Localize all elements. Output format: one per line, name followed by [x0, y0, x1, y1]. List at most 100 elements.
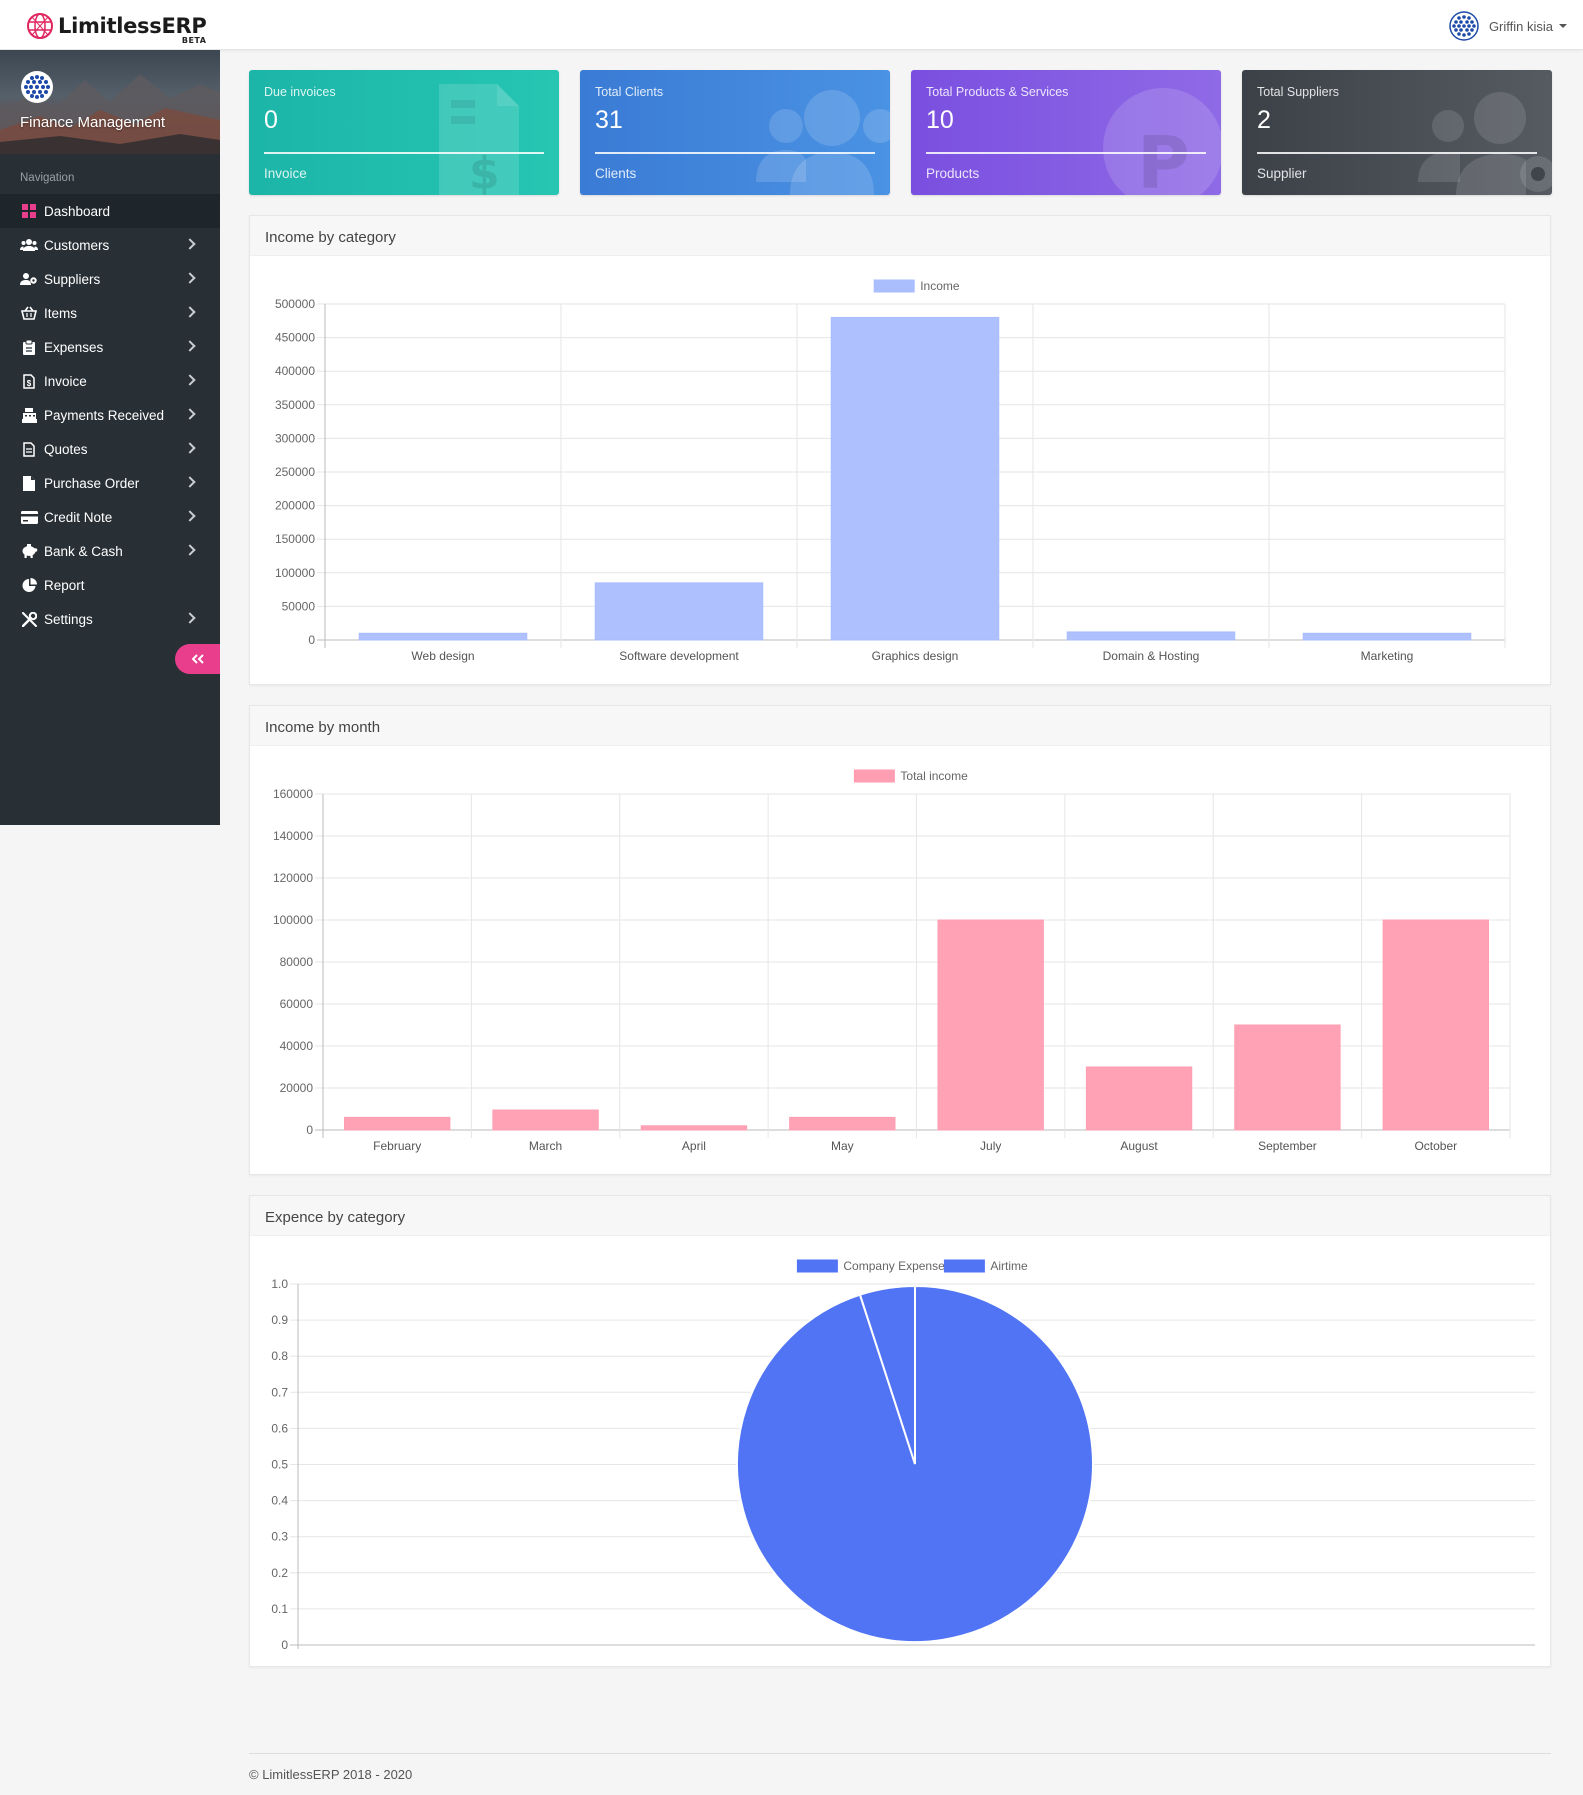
- chevron-right-icon: [184, 510, 196, 522]
- bar: [492, 1109, 599, 1131]
- sidebar-item-label: Invoice: [44, 373, 87, 389]
- y-tick-label: 0.6: [271, 1421, 288, 1435]
- tools-icon: [20, 610, 38, 628]
- panel-title: Expence by category: [250, 1196, 1550, 1236]
- bar: [594, 582, 764, 641]
- sidebar-item-invoice[interactable]: $ Invoice: [0, 364, 220, 398]
- income-by-month-chart: Total income 0 20000 40000 60000 80000 100000 1…: [273, 769, 1511, 1153]
- stat-card-total-products[interactable]: P Total Products & Services 10 Products: [911, 70, 1221, 195]
- bar: [937, 919, 1044, 1131]
- y-tick-label: 80000: [280, 955, 314, 969]
- y-tick-label: 0.7: [271, 1385, 288, 1399]
- sidebar-item-label: Expenses: [44, 339, 104, 355]
- users-icon: [756, 90, 890, 195]
- collapse-sidebar-button[interactable]: [175, 644, 220, 674]
- users-cog-icon: [1418, 92, 1552, 195]
- bar: [1234, 1024, 1341, 1131]
- nav-section-label: Navigation: [20, 172, 75, 184]
- y-tick-label: 0.5: [271, 1458, 288, 1472]
- sidebar-item-purchase-order[interactable]: Purchase Order: [0, 466, 220, 500]
- sidebar-item-quotes[interactable]: Quotes: [0, 432, 220, 466]
- file-order-icon: [20, 474, 38, 492]
- stat-card-due-invoices[interactable]: $ Due invoices 0 Invoice: [249, 70, 559, 195]
- user-menu[interactable]: Griffin kisia: [1449, 11, 1567, 41]
- sidebar-item-label: Customers: [44, 237, 110, 253]
- legend-swatch: [873, 279, 915, 293]
- stat-card-total-suppliers[interactable]: Total Suppliers 2 Supplier: [1242, 70, 1552, 195]
- sidebar-item-label: Suppliers: [44, 271, 101, 287]
- sidebar-item-suppliers[interactable]: Suppliers: [0, 262, 220, 296]
- income-by-month-panel: Income by month Total income 0 20000 40000 6…: [249, 705, 1551, 1175]
- basket-icon: [20, 304, 38, 322]
- sidebar-item-label: Settings: [44, 611, 93, 627]
- legend-label: Company Expense: [843, 1259, 945, 1273]
- sidebar-item-settings[interactable]: Settings: [0, 602, 220, 636]
- bar: [830, 316, 1000, 641]
- users-icon: [20, 236, 38, 254]
- chevron-right-icon: [184, 442, 196, 454]
- y-tick-label: 0: [308, 633, 315, 647]
- sidebar-item-label: Quotes: [44, 441, 88, 457]
- chevron-right-icon: [184, 272, 196, 284]
- double-chevron-left-icon: [191, 654, 204, 664]
- y-tick-label: 250000: [275, 465, 315, 479]
- y-tick-label: 20000: [280, 1081, 314, 1095]
- chevron-right-icon: [184, 544, 196, 556]
- y-tick-label: 500000: [275, 297, 315, 311]
- card-value: 2: [1257, 106, 1271, 134]
- caret-down-icon: [1559, 24, 1567, 28]
- svg-text:$: $: [27, 379, 32, 388]
- card-value: 10: [926, 106, 954, 134]
- sidebar-item-customers[interactable]: Customers: [0, 228, 220, 262]
- y-tick-label: 450000: [275, 331, 315, 345]
- y-tick-label: 0: [306, 1123, 313, 1137]
- sidebar-item-expenses[interactable]: Expenses: [0, 330, 220, 364]
- y-tick-label: 200000: [275, 499, 315, 513]
- bar: [789, 1116, 896, 1131]
- piggy-bank-icon: [20, 542, 38, 560]
- card-subtitle: Invoice: [264, 166, 307, 181]
- x-tick-label: October: [1414, 1139, 1457, 1153]
- user-name: Griffin kisia: [1488, 18, 1553, 34]
- chevron-right-icon: [184, 238, 196, 250]
- card-value: 0: [264, 106, 278, 134]
- invoice-icon: $: [20, 372, 38, 390]
- clipboard-icon: [20, 338, 38, 356]
- sidebar-item-label: Dashboard: [44, 203, 111, 219]
- bar: [358, 632, 528, 641]
- bar: [1066, 631, 1236, 641]
- globe-logo-icon: [27, 13, 53, 39]
- y-tick-label: 0.9: [271, 1313, 288, 1327]
- chevron-right-icon: [184, 306, 196, 318]
- sidebar-item-report[interactable]: Report: [0, 568, 220, 602]
- avatar: [1449, 11, 1479, 41]
- y-tick-label: 0.2: [271, 1566, 288, 1580]
- brand-logo[interactable]: LimitlessERP BETA: [26, 12, 207, 45]
- y-tick-label: 160000: [273, 787, 313, 801]
- y-tick-label: 50000: [282, 599, 316, 613]
- suppliers-icon: [20, 270, 38, 288]
- sidebar: Finance Management Navigation Dashboard …: [0, 50, 220, 825]
- y-tick-label: 60000: [280, 997, 314, 1011]
- x-tick-label: Web design: [411, 649, 474, 663]
- y-tick-label: 300000: [275, 431, 315, 445]
- card-divider: [1257, 152, 1537, 154]
- sidebar-item-payments-received[interactable]: Payments Received: [0, 398, 220, 432]
- sidebar-item-bank-cash[interactable]: Bank & Cash: [0, 534, 220, 568]
- panel-title: Income by month: [250, 706, 1550, 746]
- y-tick-label: 150000: [275, 532, 315, 546]
- pie-slice: [736, 1284, 1094, 1643]
- parking-icon: P: [1103, 88, 1221, 195]
- sidebar-item-credit-note[interactable]: Credit Note: [0, 500, 220, 534]
- bar: [640, 1125, 748, 1131]
- y-tick-label: 100000: [273, 913, 313, 927]
- stat-card-total-clients[interactable]: Total Clients 31 Clients: [580, 70, 890, 195]
- bar: [1382, 919, 1489, 1131]
- sidebar-item-items[interactable]: Items: [0, 296, 220, 330]
- svg-text:P: P: [1137, 121, 1190, 195]
- sidebar-item-label: Report: [44, 577, 85, 593]
- card-subtitle: Clients: [595, 166, 637, 181]
- sidebar-item-dashboard[interactable]: Dashboard: [0, 194, 220, 228]
- card-divider: [595, 152, 875, 154]
- brand-name: LimitlessERP BETA: [58, 14, 207, 45]
